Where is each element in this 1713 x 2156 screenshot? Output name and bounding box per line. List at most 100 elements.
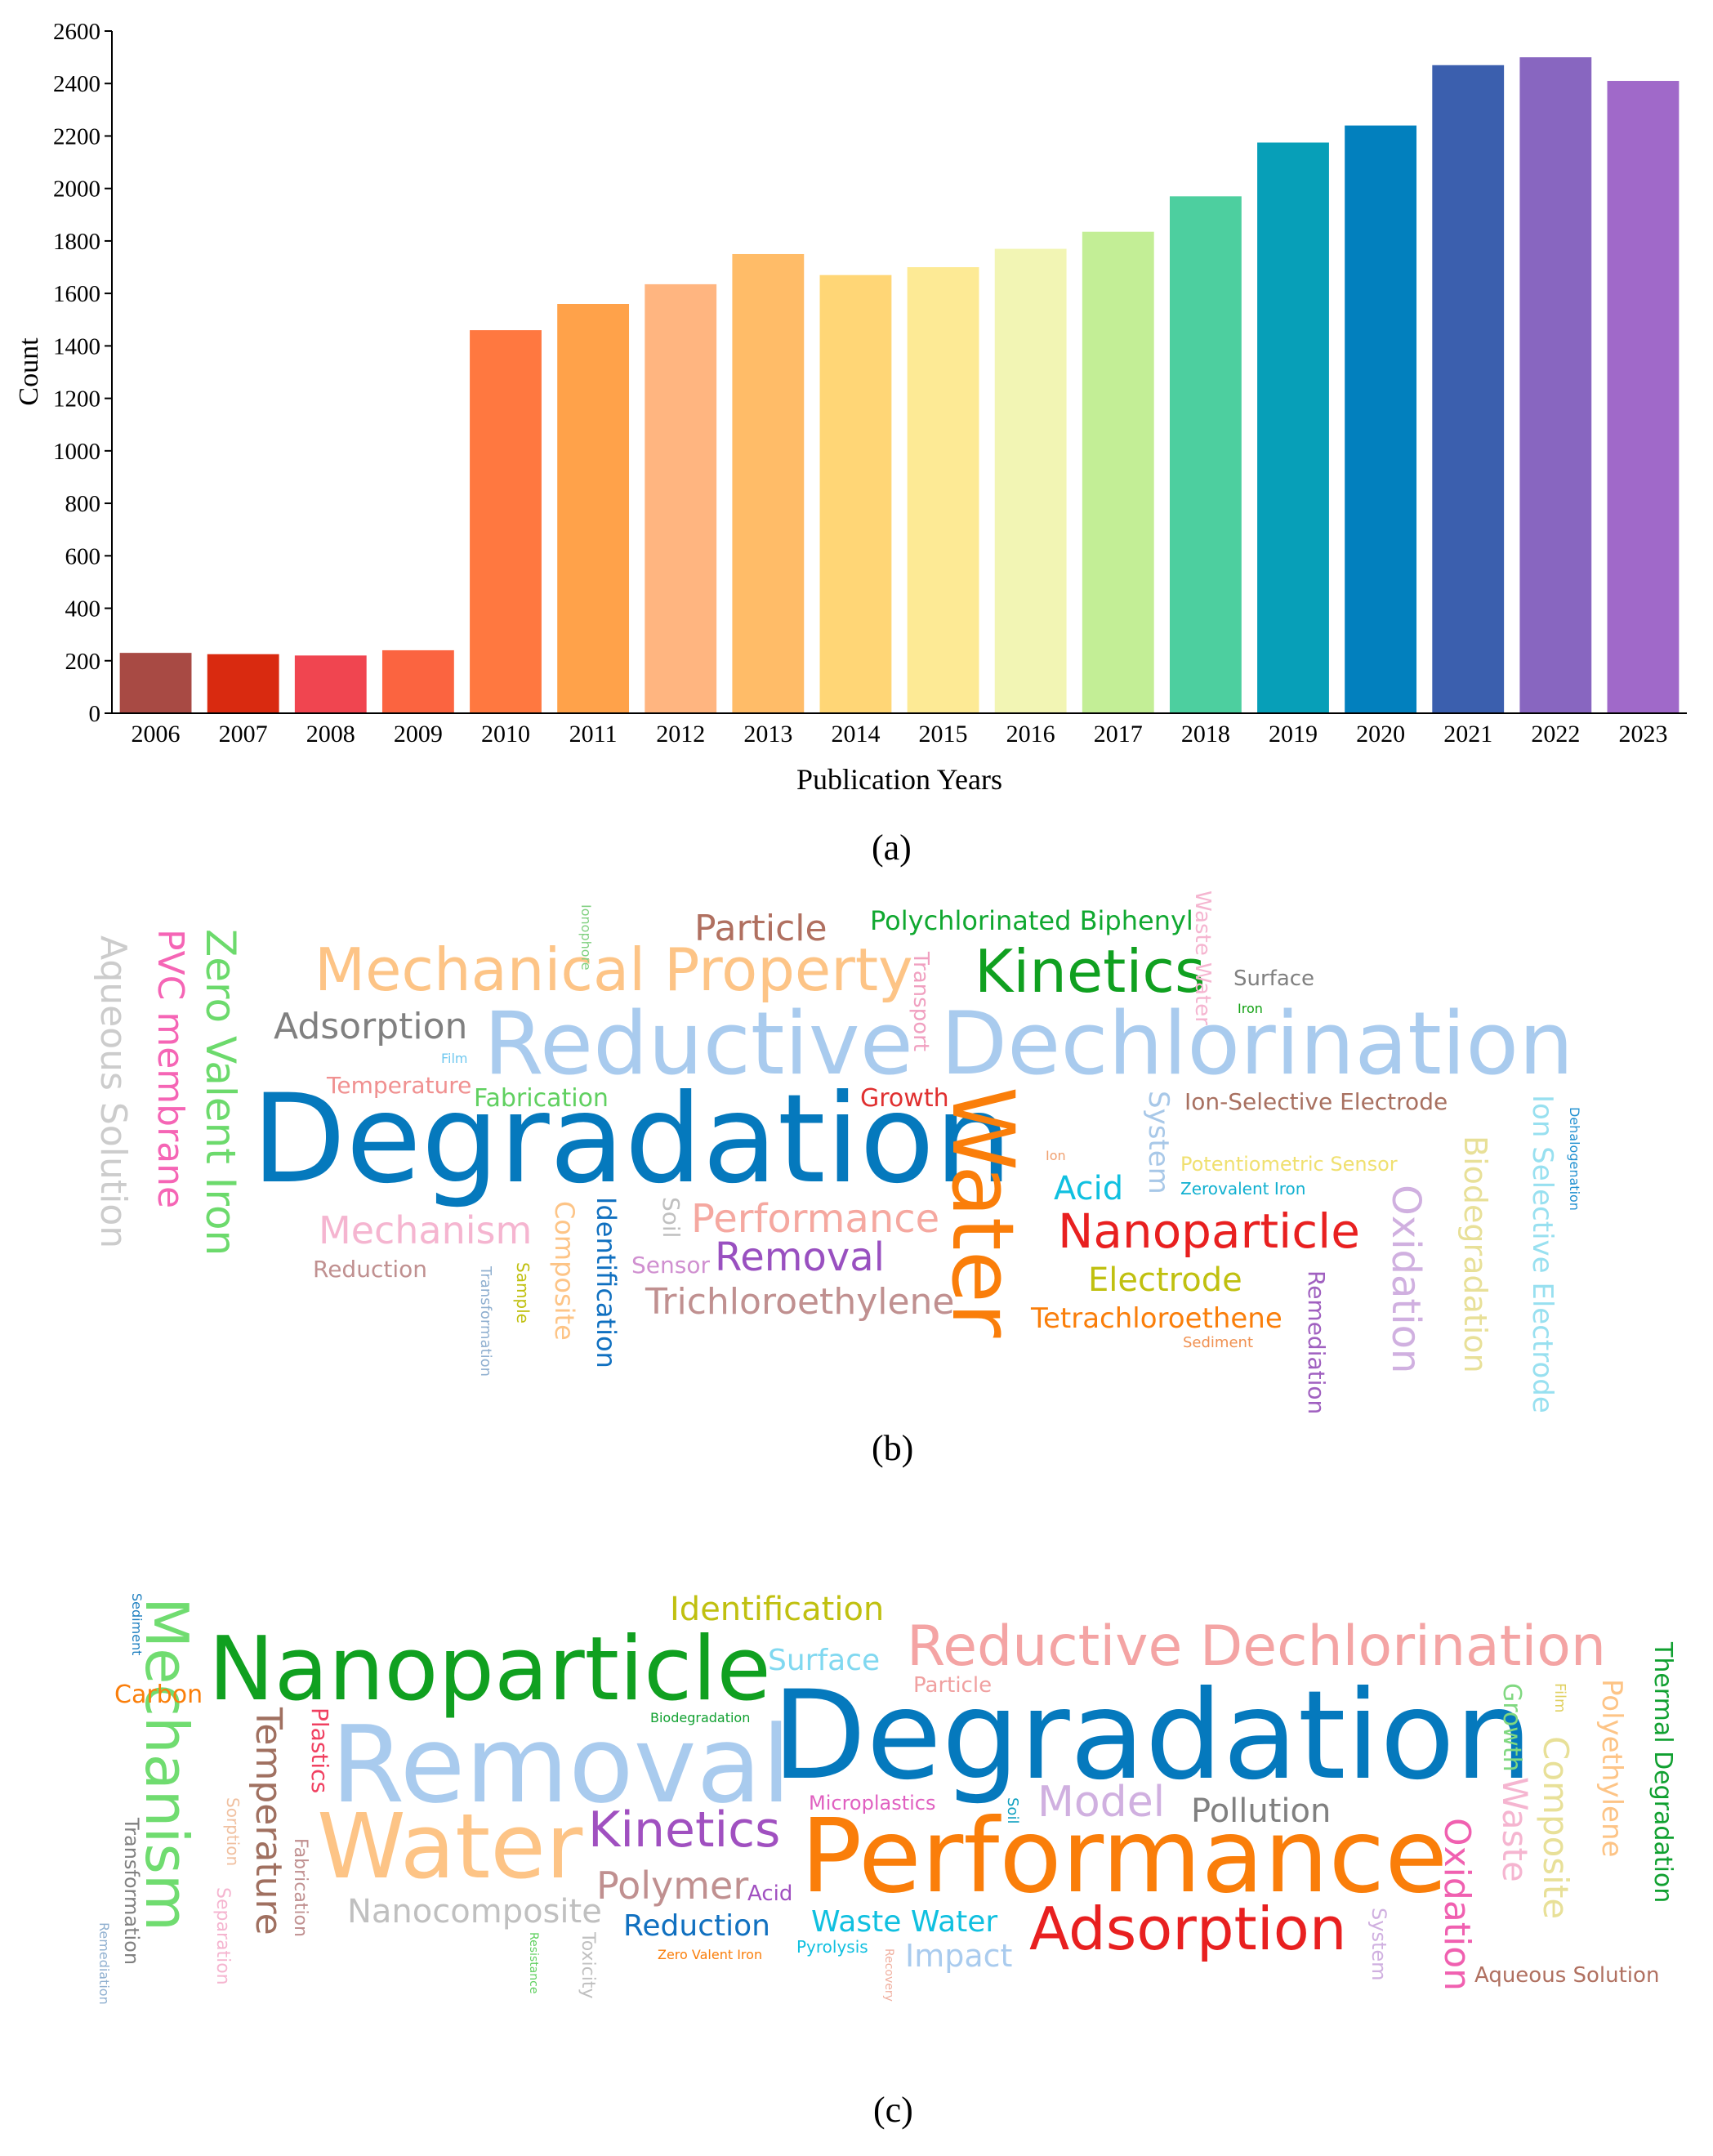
axes-group: [111, 31, 1687, 714]
bar-2006: [119, 653, 192, 713]
cloud-b-word-zerovalent-iron: Zerovalent Iron: [1180, 1179, 1306, 1199]
y-tick-label: 800: [65, 491, 101, 517]
panel-label-c: (c): [873, 2090, 913, 2130]
bars-group: [119, 57, 1680, 714]
cloud-b-word-dehalogenation: Dehalogenation: [1567, 1107, 1582, 1211]
cloud-b-word-oxidation: Oxidation: [1383, 1185, 1429, 1374]
cloud-c-word-oxidation: Oxidation: [1436, 1818, 1478, 1992]
x-tick-label: 2018: [1181, 721, 1230, 748]
cloud-c-word-acid: Acid: [747, 1881, 793, 1906]
x-tick-label: 2013: [743, 721, 792, 748]
cloud-b-word-ion-selective-electrode: Ion-Selective Electrode: [1184, 1088, 1448, 1115]
cloud-c-word-waste-water: Waste Water: [811, 1905, 998, 1939]
cloud-b-word-degradation: Degradation: [252, 1069, 1013, 1211]
x-tick-label: 2020: [1356, 721, 1405, 748]
y-tick-label: 200: [65, 649, 101, 675]
cloud-b-word-reduction: Reduction: [313, 1256, 427, 1283]
x-tick-label: 2009: [394, 721, 443, 748]
y-tick-label: 2600: [53, 19, 100, 45]
cloud-c-word-impact: Impact: [905, 1938, 1013, 1974]
cloud-b-word-trichloroethylene: Trichloroethylene: [645, 1281, 955, 1323]
cloud-c-word-composite: Composite: [1536, 1736, 1576, 1920]
cloud-c-word-removal: Removal: [331, 1703, 792, 1827]
cloud-c-word-waste: Waste: [1495, 1777, 1535, 1882]
cloud-c-word-mechanism: Mechanism: [132, 1597, 201, 1932]
x-tick-label: 2022: [1531, 721, 1580, 748]
cloud-b-word-sediment: Sediment: [1183, 1334, 1254, 1351]
y-tick-label: 1000: [53, 439, 100, 465]
x-ticks-group: 2006 2007 2008 2009 2010 2011 2012 2013 2014 2015…: [132, 721, 1668, 748]
cloud-b-word-soil: Soil: [658, 1197, 685, 1239]
bar-2016: [994, 248, 1067, 713]
cloud-c-word-polyethylene: Polyethylene: [1595, 1679, 1628, 1858]
cloud-c-word-sorption: Sorption: [223, 1797, 243, 1867]
x-tick-label: 2019: [1269, 721, 1318, 748]
y-tick-label: 2000: [53, 176, 100, 203]
cloud-b-word-performance: Performance: [691, 1196, 940, 1242]
x-tick-label: 2014: [831, 721, 880, 748]
cloud-b-word-iron: Iron: [1238, 1001, 1263, 1016]
y-tick-label: 1600: [53, 281, 100, 307]
bar-2013: [732, 253, 805, 713]
cloud-c-word-thermal-degradation: Thermal Degradation: [1648, 1642, 1677, 1904]
cloud-c-word-resistance: Resistance: [527, 1932, 540, 1994]
cloud-b-word-pvc-membrane: PVC membrane: [149, 929, 191, 1209]
bar-2015: [907, 267, 979, 713]
cloud-b-word-composite: Composite: [549, 1201, 580, 1341]
bar-2011: [557, 304, 630, 713]
x-tick-label: 2016: [1006, 721, 1055, 748]
cloud-b-word-growth: Growth: [860, 1084, 949, 1113]
cloud-b-word-reductive-dechlorination: Reductive Dechlorination: [484, 993, 1574, 1094]
y-tick-label: 600: [65, 543, 101, 569]
x-axis-label: Publication Years: [796, 763, 1002, 796]
bar-2017: [1082, 231, 1154, 713]
cloud-b-word-kinetics: Kinetics: [975, 937, 1206, 1006]
cloud-b-word-transformation: Transformation: [477, 1266, 494, 1377]
cloud-b-word-mechanism: Mechanism: [319, 1208, 533, 1252]
cloud-c-word-growth: Growth: [1497, 1683, 1526, 1772]
cloud-c-word-zero-valent-iron: Zero Valent Iron: [658, 1947, 763, 1962]
x-tick-label: 2021: [1443, 721, 1492, 748]
x-tick-label: 2017: [1094, 721, 1143, 748]
y-tick-label: 2200: [53, 123, 100, 150]
cloud-c-word-water: Water: [317, 1794, 583, 1899]
x-tick-label: 2012: [656, 721, 705, 748]
cloud-b-word-zero-valent-iron: Zero Valent Iron: [197, 929, 244, 1257]
cloud-c-word-identification: Identification: [670, 1591, 885, 1628]
bar-2020: [1345, 125, 1417, 714]
cloud-c-word-film: Film: [1551, 1683, 1568, 1713]
cloud-c-word-pyrolysis: Pyrolysis: [796, 1937, 868, 1957]
cloud-c-word-plastics: Plastics: [306, 1707, 333, 1794]
cloud-b-word-surface: Surface: [1233, 966, 1315, 991]
bar-2021: [1432, 65, 1505, 713]
cloud-b-word-ion-selective-electrode: Ion Selective Electrode: [1526, 1095, 1559, 1413]
cloud-c-word-particle: Particle: [913, 1673, 993, 1698]
cloud-b-word-nanoparticle: Nanoparticle: [1058, 1203, 1360, 1259]
cloud-c-word-temperature: Temperature: [248, 1707, 289, 1935]
cloud-c-word-transformation: Transformation: [120, 1818, 143, 1966]
cloud-b-word-adsorption: Adsorption: [274, 1006, 468, 1047]
word-cloud-c: Sediment Mechanism Carbon Identification Nan…: [0, 1581, 1713, 2014]
panel-label-b: (b): [872, 1428, 914, 1468]
word-cloud-b: Aqueous Solution PVC membrane Zero Valent …: [0, 886, 1713, 1426]
cloud-c-word-separation: Separation: [212, 1887, 233, 1985]
cloud-c-word-aqueous-solution: Aqueous Solution: [1474, 1963, 1660, 1988]
bar-2014: [819, 275, 892, 713]
y-tick-label: 0: [89, 701, 101, 727]
bar-chart: 0 200 400 600 800 1000 1200 1400 1600 1800 2000 220…: [14, 19, 1687, 796]
y-ticks-group: 0 200 400 600 800 1000 1200 1400 1600 1800 2000 220…: [53, 19, 112, 727]
cloud-c-word-carbon: Carbon: [114, 1681, 203, 1709]
bar-2010: [470, 330, 542, 713]
y-tick-label: 1400: [53, 333, 100, 359]
x-tick-label: 2023: [1618, 721, 1667, 748]
cloud-b-word-electrode: Electrode: [1088, 1261, 1242, 1299]
cloud-c-word-toxicity: Toxicity: [578, 1932, 598, 1999]
bar-2019: [1257, 142, 1329, 714]
cloud-c-word-fabrication: Fabrication: [290, 1838, 310, 1937]
cloud-b-word-biodegradation: Biodegradation: [1457, 1136, 1493, 1373]
cloud-c-word-biodegradation: Biodegradation: [650, 1710, 751, 1725]
x-tick-label: 2006: [132, 721, 181, 748]
cloud-c-word-reduction: Reduction: [623, 1909, 770, 1943]
cloud-b-word-identification: Identification: [591, 1197, 622, 1368]
x-tick-label: 2007: [219, 721, 268, 748]
